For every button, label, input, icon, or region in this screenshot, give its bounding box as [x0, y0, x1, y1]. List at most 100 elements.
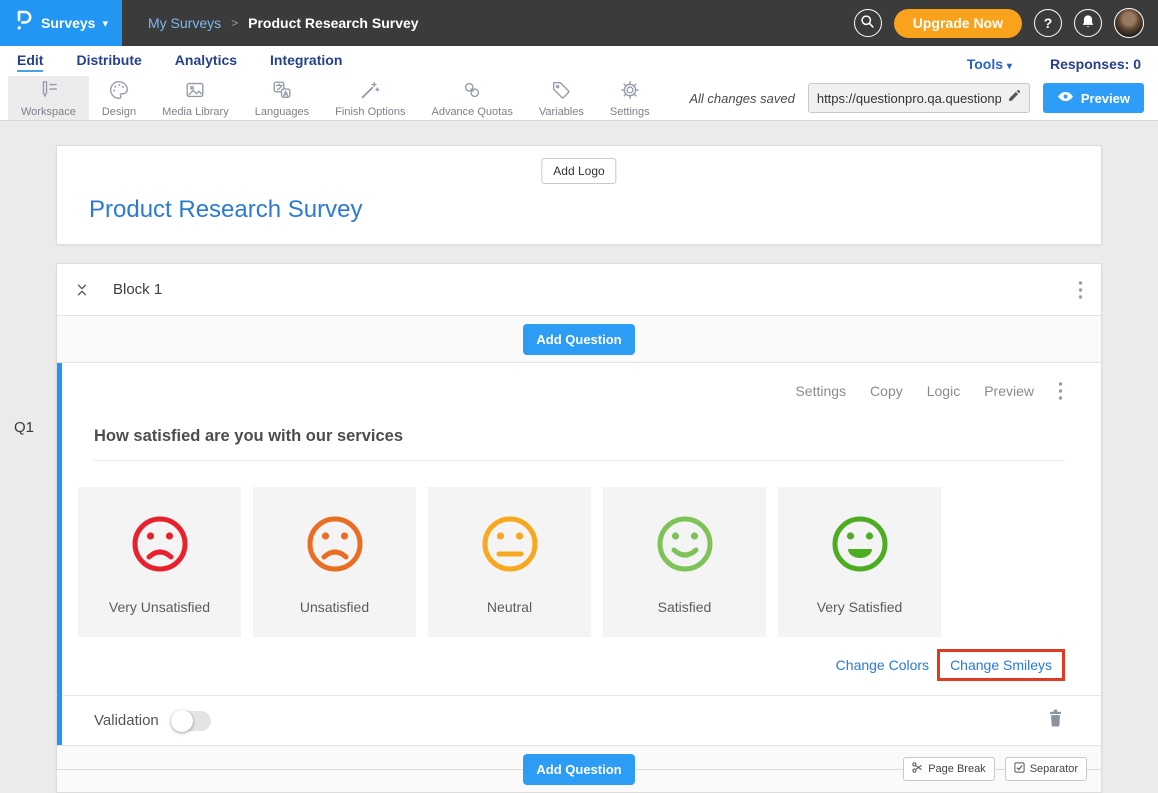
toolbar-item-design[interactable]: Design — [89, 76, 149, 120]
page-break-button[interactable]: Page Break — [903, 757, 994, 781]
help-button[interactable]: ? — [1034, 9, 1062, 37]
bell-icon — [1081, 14, 1095, 32]
toolbar-item-languages[interactable]: Languages — [242, 76, 322, 120]
question-copy-link[interactable]: Copy — [870, 383, 903, 399]
validation-row: Validation — [62, 695, 1101, 745]
band-right-buttons: Page Break Separator — [903, 757, 1087, 781]
nav-right: Tools ▾ Responses: 0 — [967, 56, 1141, 72]
avatar[interactable] — [1114, 8, 1144, 38]
edit-toolbar: Workspace Design Media Library Languages… — [0, 76, 1158, 121]
survey-title[interactable]: Product Research Survey — [89, 196, 362, 224]
trash-icon — [1048, 709, 1063, 732]
nav-tabs: Edit Distribute Analytics Integration — [17, 52, 342, 72]
image-icon — [184, 79, 206, 104]
tab-integration[interactable]: Integration — [270, 52, 342, 72]
add-question-button-bottom[interactable]: Add Question — [523, 754, 634, 785]
change-colors-link[interactable]: Change Colors — [836, 657, 929, 673]
upgrade-now-button[interactable]: Upgrade Now — [894, 9, 1022, 38]
top-bar: Surveys ▾ My Surveys > Product Research … — [0, 0, 1158, 46]
search-icon — [860, 14, 875, 32]
validation-toggle[interactable] — [171, 711, 211, 731]
tab-distribute[interactable]: Distribute — [76, 52, 141, 72]
add-question-button-top[interactable]: Add Question — [523, 324, 634, 355]
question-logic-link[interactable]: Logic — [927, 383, 960, 399]
search-button[interactable] — [854, 9, 882, 37]
survey-url-input[interactable] — [817, 91, 1001, 106]
survey-url-box — [808, 83, 1030, 113]
breadcrumb: My Surveys > Product Research Survey — [148, 15, 419, 31]
change-smileys-highlight-box: Change Smileys — [937, 649, 1065, 681]
validation-label: Validation — [94, 712, 159, 729]
translate-icon — [271, 79, 293, 104]
toggle-knob — [171, 710, 193, 732]
palette-icon — [108, 79, 130, 104]
separator-button[interactable]: Separator — [1005, 757, 1087, 781]
preview-button[interactable]: Preview — [1043, 83, 1144, 113]
notifications-button[interactable] — [1074, 9, 1102, 37]
frown-face-icon — [303, 512, 367, 581]
delete-question-button[interactable] — [1048, 709, 1063, 732]
breadcrumb-my-surveys[interactable]: My Surveys — [148, 15, 221, 31]
add-question-band-top: Add Question — [57, 316, 1101, 363]
block-kebab-menu[interactable] — [1078, 280, 1083, 300]
eye-icon — [1057, 90, 1074, 106]
big-smile-face-icon — [828, 512, 892, 581]
add-logo-button[interactable]: Add Logo — [541, 158, 616, 184]
smiley-label: Unsatisfied — [300, 599, 369, 615]
smiley-label: Neutral — [487, 599, 532, 615]
surveys-app-menu[interactable]: Surveys ▾ — [0, 0, 122, 46]
question-card: Settings Copy Logic Preview How satisfie… — [57, 363, 1101, 745]
smiley-option-satisfied[interactable]: Satisfied — [603, 487, 766, 637]
workspace-icon — [37, 79, 59, 104]
block-card: Block 1 Add Question Settings Copy Logic… — [56, 263, 1102, 793]
tools-menu[interactable]: Tools ▾ — [967, 56, 1012, 72]
collapse-block-icon[interactable] — [75, 282, 89, 298]
chevron-down-icon: ▾ — [102, 17, 108, 30]
edit-pencil-icon[interactable] — [1007, 89, 1021, 108]
tab-edit[interactable]: Edit — [17, 52, 43, 72]
survey-header-card: Add Logo Product Research Survey — [56, 145, 1102, 245]
questionpro-logo-icon — [14, 9, 34, 38]
question-settings-link[interactable]: Settings — [795, 383, 846, 399]
smile-face-icon — [653, 512, 717, 581]
question-text[interactable]: How satisfied are you with our services — [94, 427, 1065, 461]
workspace-canvas: Add Logo Product Research Survey Block 1… — [0, 121, 1158, 793]
app-menu-label: Surveys — [41, 15, 95, 31]
toolbar-right: All changes saved Preview — [689, 76, 1158, 120]
chevron-down-icon: ▾ — [1007, 61, 1012, 72]
neutral-face-icon — [478, 512, 542, 581]
smiley-label: Satisfied — [658, 599, 712, 615]
question-preview-link[interactable]: Preview — [984, 383, 1034, 399]
toolbar-item-advance-quotas[interactable]: Advance Quotas — [418, 76, 525, 120]
smiley-option-unsatisfied[interactable]: Unsatisfied — [253, 487, 416, 637]
block-title[interactable]: Block 1 — [113, 281, 162, 298]
question-kebab-menu[interactable] — [1058, 381, 1063, 401]
smiley-option-very-satisfied[interactable]: Very Satisfied — [778, 487, 941, 637]
question-actions: Settings Copy Logic Preview — [62, 381, 1101, 401]
change-smileys-link[interactable]: Change Smileys — [950, 657, 1052, 673]
question-id-label: Q1 — [14, 419, 34, 436]
smiley-label: Very Unsatisfied — [109, 599, 210, 615]
toolbar-item-finish-options[interactable]: Finish Options — [322, 76, 418, 120]
smiley-option-neutral[interactable]: Neutral — [428, 487, 591, 637]
frown-face-icon — [128, 512, 192, 581]
smiley-scale: Very Unsatisfied Unsatisfied Neutral — [78, 487, 1101, 637]
responses-count[interactable]: Responses: 0 — [1050, 56, 1141, 72]
section-nav: Edit Distribute Analytics Integration To… — [0, 46, 1158, 76]
smiley-option-very-unsatisfied[interactable]: Very Unsatisfied — [78, 487, 241, 637]
chain-link-icon — [461, 79, 483, 104]
toolbar-item-media-library[interactable]: Media Library — [149, 76, 242, 120]
question-mark-icon: ? — [1044, 15, 1053, 31]
toolbar-item-variables[interactable]: Variables — [526, 76, 597, 120]
breadcrumb-separator: > — [231, 16, 238, 30]
scissors-icon — [912, 762, 923, 776]
change-options-row: Change Colors Change Smileys — [98, 649, 1065, 681]
breadcrumb-current-survey: Product Research Survey — [248, 15, 418, 31]
save-status: All changes saved — [689, 91, 795, 106]
toolbar-item-workspace[interactable]: Workspace — [8, 76, 89, 120]
tab-analytics[interactable]: Analytics — [175, 52, 237, 72]
toolbar-item-settings[interactable]: Settings — [597, 76, 663, 120]
checkbox-check-icon — [1014, 762, 1025, 776]
gear-icon — [619, 79, 641, 104]
block-header: Block 1 — [57, 264, 1101, 316]
